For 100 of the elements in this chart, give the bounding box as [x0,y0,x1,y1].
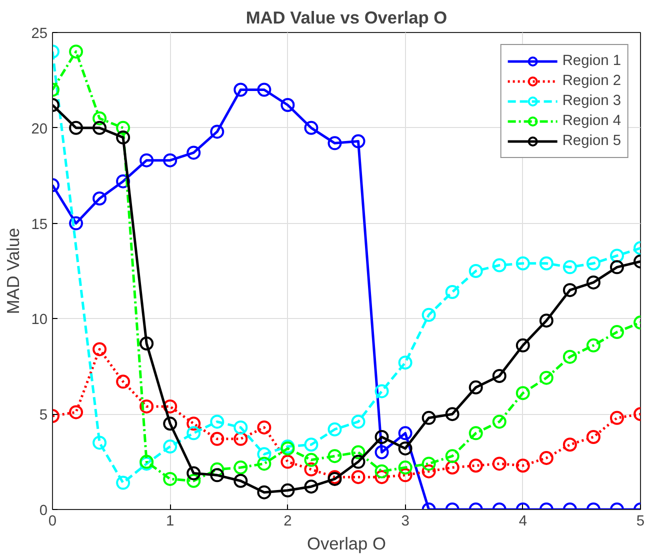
point [468,264,483,278]
y-tick-label: 5 [39,408,48,424]
point [257,447,272,462]
point [69,216,84,230]
point [351,445,366,460]
point [234,432,248,446]
point [210,414,224,429]
point [69,405,84,420]
point [186,146,201,160]
point [492,414,506,429]
x-tick-label: 2 [284,514,292,530]
point [234,474,248,488]
point [539,450,554,465]
point [398,460,412,475]
point [351,134,366,148]
point [539,256,554,270]
point [398,356,412,370]
point [445,285,460,299]
point [92,436,107,450]
point [257,485,272,500]
y-tick-label: 25 [31,26,48,42]
point [257,456,272,471]
point [140,336,154,350]
point [562,260,577,274]
point [398,426,412,440]
point [280,454,295,469]
point [516,338,530,352]
y-tick-label: 15 [31,216,48,233]
point [257,420,272,434]
legend-label: Region 1 [562,53,621,69]
point [374,384,389,398]
point [374,470,389,484]
point [468,380,483,394]
point [92,111,107,126]
point [610,325,624,340]
point [234,460,248,475]
point [562,438,577,452]
y-tick-label: 20 [31,121,48,138]
point [422,456,436,471]
point [92,342,107,356]
point [610,248,624,263]
point [163,472,178,486]
point [92,192,107,206]
point [492,258,506,272]
point [328,422,342,436]
point [586,338,600,352]
point [586,256,600,270]
legend-label: Region 5 [562,133,621,149]
point [163,416,178,431]
point [562,283,577,298]
point [445,460,460,475]
point [210,462,224,476]
point [492,456,506,471]
point [492,368,506,383]
point [116,374,130,389]
point [516,386,530,400]
point [374,445,389,460]
point [562,350,577,364]
y-tick-label: 10 [31,312,48,328]
point [422,464,436,478]
point [116,130,130,144]
point [351,454,366,469]
point [116,174,130,188]
point [374,430,389,444]
point [210,432,224,446]
point [351,470,366,484]
y-tick-label: 0 [39,503,48,519]
point [186,416,201,431]
point [351,414,366,429]
point [140,153,154,168]
point [610,410,624,425]
legend-label: Region 4 [562,113,621,129]
point [69,120,84,135]
x-tick-label: 5 [636,514,645,530]
point [610,260,624,274]
point [140,399,154,414]
point [186,466,201,480]
point [586,275,600,290]
point [163,153,178,168]
point [304,438,318,452]
point [116,476,130,490]
chart-title: MAD Value vs Overlap O [246,8,448,28]
point [210,468,224,482]
point [539,314,554,328]
x-tick-label: 3 [401,514,410,530]
point [304,462,318,476]
point [374,464,389,478]
point [163,440,178,454]
point [516,256,530,270]
point [422,308,436,322]
point [328,449,342,464]
point [586,430,600,444]
point [304,452,318,467]
point [163,399,178,414]
point [468,426,483,440]
legend-label: Region 3 [562,93,621,109]
point [304,120,318,135]
point [445,449,460,464]
y-axis-title: MAD Value [3,228,24,314]
point [116,120,130,135]
